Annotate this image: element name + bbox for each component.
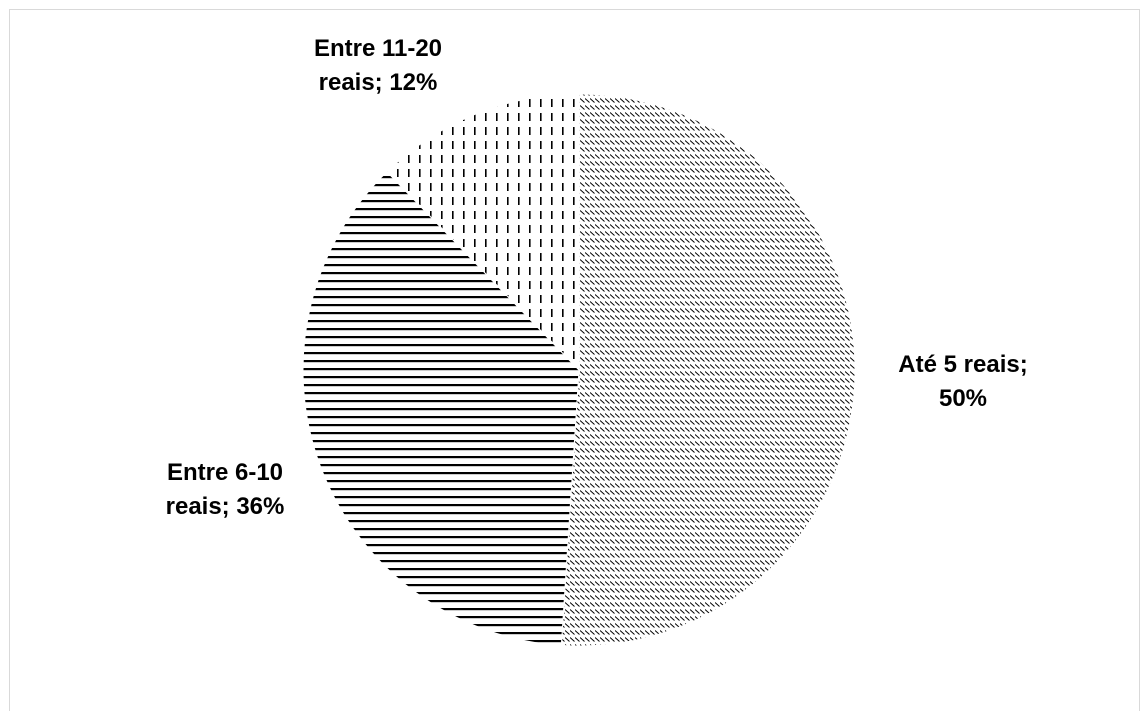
slice-labels: Até 5 reais; 50%Entre 6-10 reais; 36%Entre… (166, 35, 1028, 520)
slice-label-line: reais; 12% (319, 69, 438, 96)
pie-slice-2 (302, 171, 580, 646)
slice-label-3: Entre 11-20 reais; 12% (314, 35, 442, 96)
pie-slices (302, 93, 856, 647)
pie-slice-3 (386, 93, 580, 372)
slice-label-line: Entre 11-20 (314, 35, 442, 62)
pie-slice-1 (560, 93, 856, 647)
slice-label-line: 50% (939, 385, 987, 412)
slice-label-line: Entre 6-10 (167, 459, 283, 486)
slice-label-line: reais; 36% (166, 493, 285, 520)
slice-label-2: Entre 6-10 reais; 36% (166, 459, 285, 520)
slice-label-line: Até 5 reais; (898, 351, 1027, 378)
slice-label-1: Até 5 reais; 50% (898, 351, 1027, 412)
